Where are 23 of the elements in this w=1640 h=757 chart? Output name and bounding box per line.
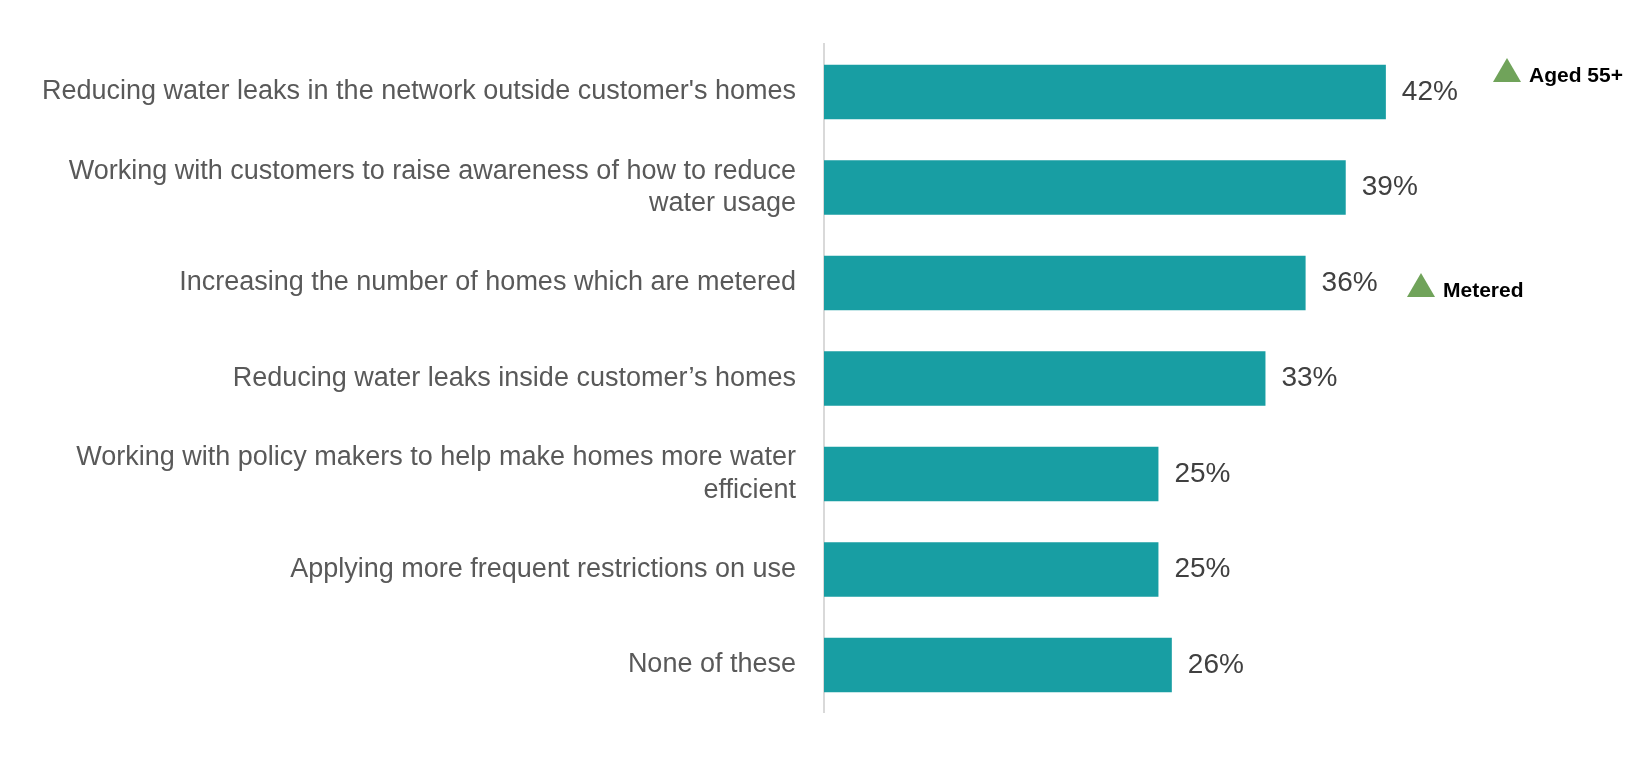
bar	[824, 64, 1386, 120]
y-tick-label: Reducing water leaks in the network outside customer's homes	[41, 75, 796, 106]
bar	[824, 160, 1346, 215]
bar	[824, 542, 1159, 597]
y-tick-label: Working with customers to raise awareness of how to reduce water usage	[68, 154, 796, 218]
bar	[824, 446, 1159, 502]
data-label: 36%	[1321, 265, 1378, 297]
bar	[824, 255, 1306, 311]
bar	[824, 637, 1172, 693]
data-label: 25%	[1174, 552, 1231, 584]
data-label: 33%	[1281, 361, 1338, 393]
bar	[824, 351, 1266, 406]
text: Aged 55+	[1529, 62, 1623, 86]
y-tick-label: Applying more frequent restrictions on use	[290, 552, 796, 583]
data-label: 39%	[1361, 170, 1418, 202]
text: Metered	[1443, 277, 1524, 301]
data-label: 26%	[1187, 647, 1244, 679]
y-tick-label: Increasing the number of homes which are metered	[179, 266, 796, 297]
data-label: 42%	[1401, 74, 1458, 106]
y-tick-label: Reducing water leaks inside customer’s homes	[232, 361, 796, 392]
y-tick-label: None of these	[627, 648, 796, 679]
data-label: 25%	[1174, 456, 1231, 488]
y-tick-label: Working with policy makers to help make homes more water efficient	[76, 441, 797, 504]
